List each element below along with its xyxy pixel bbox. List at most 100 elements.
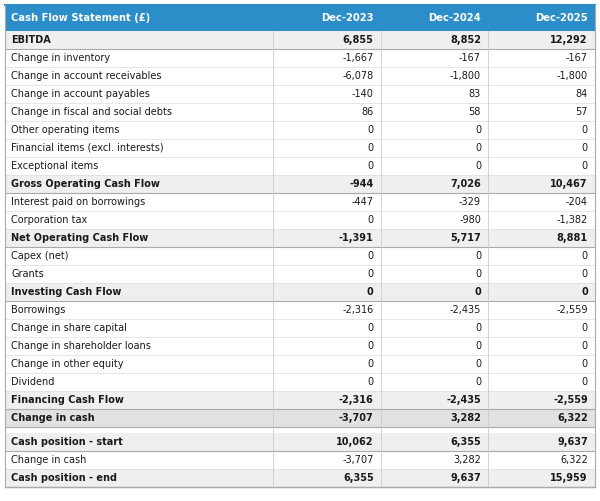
- Text: -447: -447: [352, 197, 374, 207]
- Text: -167: -167: [459, 53, 481, 63]
- Text: Change in account payables: Change in account payables: [11, 89, 150, 99]
- Text: 0: 0: [581, 269, 588, 279]
- Bar: [5, 433, 595, 451]
- Text: Other operating items: Other operating items: [11, 125, 119, 135]
- Text: 5,717: 5,717: [450, 233, 481, 243]
- Bar: [5, 31, 595, 49]
- Text: Cash Flow Statement (£): Cash Flow Statement (£): [11, 13, 150, 23]
- Bar: [5, 49, 595, 67]
- Text: -204: -204: [566, 197, 588, 207]
- Text: 0: 0: [581, 287, 588, 297]
- Text: 0: 0: [475, 359, 481, 369]
- Text: 84: 84: [575, 89, 588, 99]
- Text: Dividend: Dividend: [11, 377, 55, 387]
- Bar: [5, 283, 595, 301]
- Text: 10,467: 10,467: [550, 179, 588, 189]
- Text: 0: 0: [581, 251, 588, 261]
- Text: 0: 0: [475, 269, 481, 279]
- Text: 6,322: 6,322: [557, 413, 588, 423]
- Text: 0: 0: [581, 161, 588, 171]
- Text: 6,355: 6,355: [343, 473, 374, 483]
- Text: 0: 0: [581, 359, 588, 369]
- Bar: [5, 427, 595, 433]
- Text: 3,282: 3,282: [450, 413, 481, 423]
- Text: 12,292: 12,292: [550, 35, 588, 45]
- Text: -6,078: -6,078: [343, 71, 374, 81]
- Text: -329: -329: [459, 197, 481, 207]
- Text: 9,637: 9,637: [557, 437, 588, 447]
- Text: -3,707: -3,707: [339, 413, 374, 423]
- Text: 0: 0: [368, 323, 374, 333]
- Text: 0: 0: [475, 161, 481, 171]
- Text: Investing Cash Flow: Investing Cash Flow: [11, 287, 121, 297]
- Text: Exceptional items: Exceptional items: [11, 161, 98, 171]
- Bar: [5, 121, 595, 139]
- Text: 0: 0: [368, 251, 374, 261]
- Bar: [5, 355, 595, 373]
- Text: 0: 0: [368, 341, 374, 351]
- Text: -2,316: -2,316: [343, 305, 374, 315]
- Text: Dec-2023: Dec-2023: [321, 13, 374, 23]
- Text: -140: -140: [352, 89, 374, 99]
- Bar: [5, 175, 595, 193]
- Bar: [5, 373, 595, 391]
- Text: -2,559: -2,559: [556, 305, 588, 315]
- Text: Change in account receivables: Change in account receivables: [11, 71, 161, 81]
- Bar: [5, 139, 595, 157]
- Text: 0: 0: [581, 125, 588, 135]
- Text: Cash position - end: Cash position - end: [11, 473, 117, 483]
- Text: 0: 0: [581, 143, 588, 153]
- Text: 0: 0: [581, 377, 588, 387]
- Text: 0: 0: [368, 143, 374, 153]
- Bar: [5, 469, 595, 487]
- Bar: [5, 265, 595, 283]
- Text: Grants: Grants: [11, 269, 44, 279]
- Text: 15,959: 15,959: [550, 473, 588, 483]
- Bar: [5, 193, 595, 211]
- Bar: [5, 157, 595, 175]
- Text: 0: 0: [475, 377, 481, 387]
- Text: Net Operating Cash Flow: Net Operating Cash Flow: [11, 233, 148, 243]
- Text: 6,355: 6,355: [450, 437, 481, 447]
- Text: Dec-2025: Dec-2025: [535, 13, 588, 23]
- Text: 0: 0: [475, 323, 481, 333]
- Text: Gross Operating Cash Flow: Gross Operating Cash Flow: [11, 179, 160, 189]
- Text: 3,282: 3,282: [453, 455, 481, 465]
- Text: 6,322: 6,322: [560, 455, 588, 465]
- Text: -2,316: -2,316: [339, 395, 374, 405]
- Text: 83: 83: [469, 89, 481, 99]
- Text: -2,435: -2,435: [446, 395, 481, 405]
- Text: -944: -944: [349, 179, 374, 189]
- Bar: [5, 247, 595, 265]
- Text: -2,435: -2,435: [449, 305, 481, 315]
- Bar: [5, 229, 595, 247]
- Text: -980: -980: [459, 215, 481, 225]
- Text: Cash position - start: Cash position - start: [11, 437, 123, 447]
- Text: Change in share capital: Change in share capital: [11, 323, 127, 333]
- Text: Interest paid on borrowings: Interest paid on borrowings: [11, 197, 145, 207]
- Text: 7,026: 7,026: [450, 179, 481, 189]
- Text: -1,382: -1,382: [557, 215, 588, 225]
- Text: 0: 0: [475, 125, 481, 135]
- Bar: [5, 103, 595, 121]
- Text: 0: 0: [581, 341, 588, 351]
- Text: 0: 0: [368, 377, 374, 387]
- Text: Financial items (excl. interests): Financial items (excl. interests): [11, 143, 164, 153]
- Text: Borrowings: Borrowings: [11, 305, 65, 315]
- Text: 8,881: 8,881: [557, 233, 588, 243]
- Bar: [5, 5, 595, 31]
- Text: Change in cash: Change in cash: [11, 455, 86, 465]
- Text: -1,800: -1,800: [557, 71, 588, 81]
- Text: 0: 0: [368, 161, 374, 171]
- Text: EBITDA: EBITDA: [11, 35, 51, 45]
- Text: Change in fiscal and social debts: Change in fiscal and social debts: [11, 107, 172, 117]
- Text: Change in other equity: Change in other equity: [11, 359, 124, 369]
- Text: 0: 0: [368, 125, 374, 135]
- Text: 9,637: 9,637: [450, 473, 481, 483]
- Bar: [5, 67, 595, 85]
- Text: 0: 0: [367, 287, 374, 297]
- Text: 0: 0: [475, 251, 481, 261]
- Text: 0: 0: [368, 215, 374, 225]
- Bar: [5, 391, 595, 409]
- Bar: [5, 319, 595, 337]
